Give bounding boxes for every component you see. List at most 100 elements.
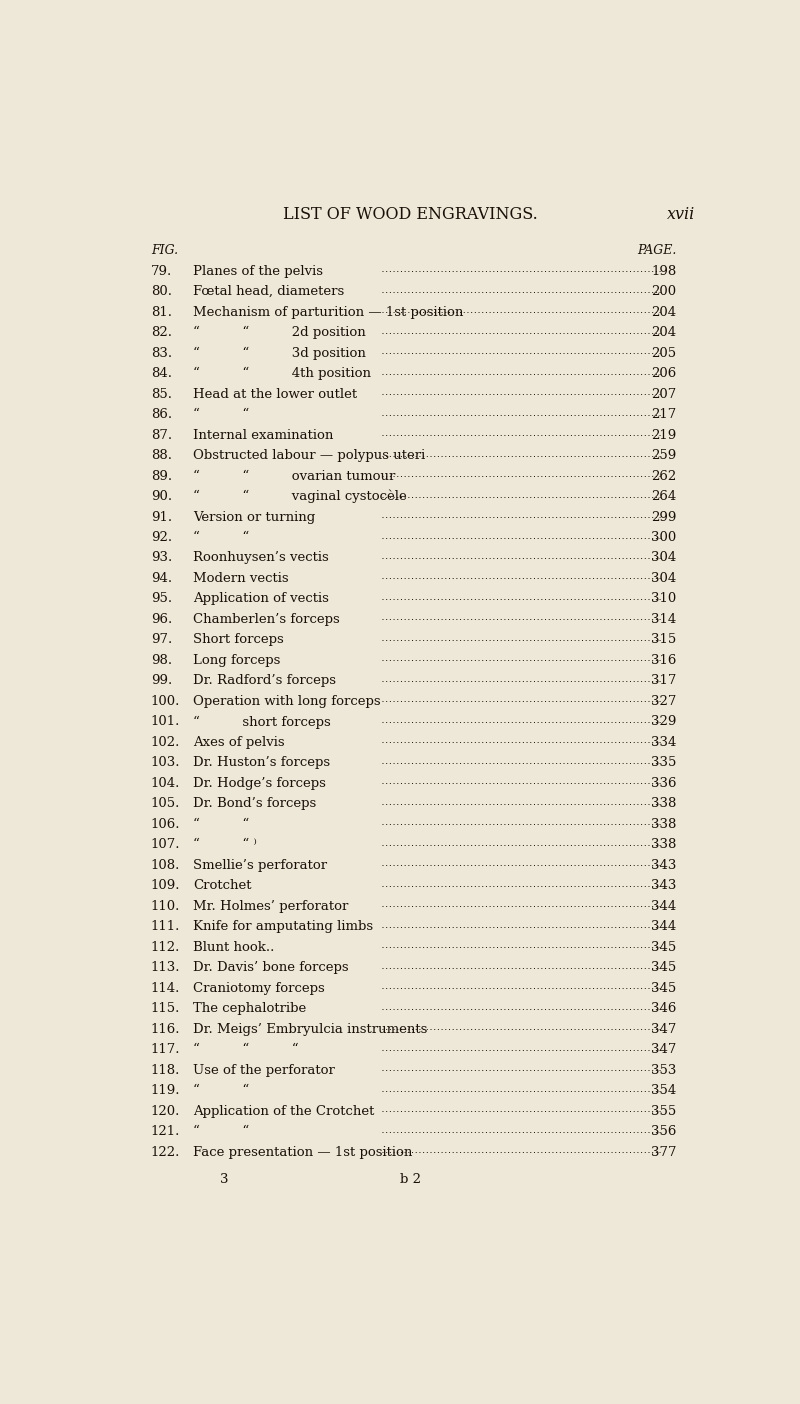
Text: 109.: 109. (151, 879, 180, 893)
Text: Roonhuysen’s vectis: Roonhuysen’s vectis (193, 552, 329, 564)
Text: 98.: 98. (151, 654, 172, 667)
Text: 262: 262 (651, 469, 677, 483)
Text: Application of the Crotchet: Application of the Crotchet (193, 1105, 374, 1118)
Text: 100.: 100. (151, 695, 180, 708)
Text: 335: 335 (651, 757, 677, 769)
Text: 112.: 112. (151, 941, 180, 953)
Text: Dr. Davis’ bone forceps: Dr. Davis’ bone forceps (193, 962, 349, 974)
Text: 346: 346 (651, 1002, 677, 1015)
Text: Axes of pelvis: Axes of pelvis (193, 736, 285, 748)
Text: “          “: “ “ (193, 1125, 250, 1139)
Text: 105.: 105. (151, 797, 180, 810)
Text: “          “          vaginal cystocèle: “ “ vaginal cystocèle (193, 490, 406, 503)
Text: 338: 338 (651, 817, 677, 831)
Text: Head at the lower outlet: Head at the lower outlet (193, 388, 357, 400)
Text: 317: 317 (651, 674, 677, 688)
Text: “          “ ⁾: “ “ ⁾ (193, 838, 257, 851)
Text: Dr. Bond’s forceps: Dr. Bond’s forceps (193, 797, 316, 810)
Text: 345: 345 (651, 981, 677, 994)
Text: 92.: 92. (151, 531, 172, 543)
Text: 314: 314 (651, 614, 677, 626)
Text: Long forceps: Long forceps (193, 654, 280, 667)
Text: Internal examination: Internal examination (193, 428, 334, 442)
Text: 117.: 117. (151, 1043, 180, 1056)
Text: Use of the perforator: Use of the perforator (193, 1064, 335, 1077)
Text: 81.: 81. (151, 306, 172, 319)
Text: “          “: “ “ (193, 409, 250, 421)
Text: Dr. Radford’s forceps: Dr. Radford’s forceps (193, 674, 336, 688)
Text: 343: 343 (651, 879, 677, 893)
Text: Version or turning: Version or turning (193, 511, 315, 524)
Text: 79.: 79. (151, 265, 172, 278)
Text: 264: 264 (651, 490, 677, 503)
Text: 344: 344 (651, 920, 677, 934)
Text: 113.: 113. (151, 962, 180, 974)
Text: The cephalotribe: The cephalotribe (193, 1002, 306, 1015)
Text: 104.: 104. (151, 776, 180, 790)
Text: “          “          “: “ “ “ (193, 1043, 298, 1056)
Text: 207: 207 (651, 388, 677, 400)
Text: 110.: 110. (151, 900, 180, 913)
Text: 94.: 94. (151, 571, 172, 585)
Text: Knife for amputating limbs: Knife for amputating limbs (193, 920, 373, 934)
Text: PAGE.: PAGE. (638, 244, 677, 257)
Text: 336: 336 (651, 776, 677, 790)
Text: 91.: 91. (151, 511, 172, 524)
Text: 315: 315 (651, 633, 677, 646)
Text: 93.: 93. (151, 552, 172, 564)
Text: 3: 3 (220, 1172, 228, 1185)
Text: 354: 354 (651, 1084, 677, 1097)
Text: 99.: 99. (151, 674, 172, 688)
Text: 345: 345 (651, 962, 677, 974)
Text: 327: 327 (651, 695, 677, 708)
Text: 300: 300 (651, 531, 677, 543)
Text: 90.: 90. (151, 490, 172, 503)
Text: 304: 304 (651, 571, 677, 585)
Text: 103.: 103. (151, 757, 180, 769)
Text: 111.: 111. (151, 920, 180, 934)
Text: 119.: 119. (151, 1084, 180, 1097)
Text: 334: 334 (651, 736, 677, 748)
Text: Short forceps: Short forceps (193, 633, 284, 646)
Text: Mechanism of parturition — 1st position: Mechanism of parturition — 1st position (193, 306, 463, 319)
Text: 122.: 122. (151, 1146, 180, 1158)
Text: Modern vectis: Modern vectis (193, 571, 289, 585)
Text: Mr. Holmes’ perforator: Mr. Holmes’ perforator (193, 900, 348, 913)
Text: b 2: b 2 (399, 1172, 421, 1185)
Text: 316: 316 (651, 654, 677, 667)
Text: 102.: 102. (151, 736, 180, 748)
Text: 338: 338 (651, 797, 677, 810)
Text: 355: 355 (651, 1105, 677, 1118)
Text: Dr. Huston’s forceps: Dr. Huston’s forceps (193, 757, 330, 769)
Text: 80.: 80. (151, 285, 172, 298)
Text: LIST OF WOOD ENGRAVINGS.: LIST OF WOOD ENGRAVINGS. (282, 206, 538, 223)
Text: 83.: 83. (151, 347, 172, 359)
Text: 353: 353 (651, 1064, 677, 1077)
Text: Fœtal head, diameters: Fœtal head, diameters (193, 285, 344, 298)
Text: 85.: 85. (151, 388, 172, 400)
Text: Operation with long forceps: Operation with long forceps (193, 695, 381, 708)
Text: 347: 347 (651, 1022, 677, 1036)
Text: Dr. Hodge’s forceps: Dr. Hodge’s forceps (193, 776, 326, 790)
Text: 299: 299 (651, 511, 677, 524)
Text: Smellie’s perforator: Smellie’s perforator (193, 859, 327, 872)
Text: Face presentation — 1st position: Face presentation — 1st position (193, 1146, 412, 1158)
Text: Crotchet: Crotchet (193, 879, 251, 893)
Text: 84.: 84. (151, 366, 172, 380)
Text: 345: 345 (651, 941, 677, 953)
Text: 107.: 107. (151, 838, 180, 851)
Text: “          “          3d position: “ “ 3d position (193, 347, 366, 359)
Text: “          “: “ “ (193, 817, 250, 831)
Text: 219: 219 (651, 428, 677, 442)
Text: xvii: xvii (667, 206, 696, 223)
Text: 108.: 108. (151, 859, 180, 872)
Text: “          “          ovarian tumour: “ “ ovarian tumour (193, 469, 395, 483)
Text: 356: 356 (651, 1125, 677, 1139)
Text: 347: 347 (651, 1043, 677, 1056)
Text: Obstructed labour — polypus uteri: Obstructed labour — polypus uteri (193, 449, 426, 462)
Text: 329: 329 (651, 716, 677, 729)
Text: “          short forceps: “ short forceps (193, 715, 330, 729)
Text: 116.: 116. (151, 1022, 180, 1036)
Text: 377: 377 (651, 1146, 677, 1158)
Text: 101.: 101. (151, 716, 180, 729)
